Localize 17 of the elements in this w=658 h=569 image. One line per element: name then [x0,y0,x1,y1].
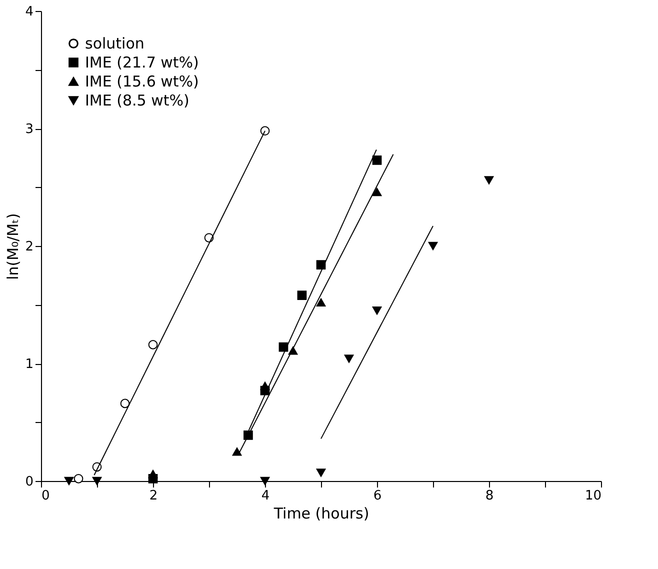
y-tick-label: 4 [25,4,34,20]
x-tick-label: 10 [584,488,602,504]
x-tick-label: 6 [373,488,382,504]
x-tick-label: 0 [42,488,50,504]
y-tick-label: 2 [25,240,34,254]
x-tick-label: 8 [485,488,494,504]
x-axis-title: Time (hours) [272,504,370,522]
legend-label: solution [85,34,144,52]
x-tick-label: 2 [149,488,158,504]
legend-label: IME (15.6 wt%) [85,72,199,90]
y-tick-label: 1 [25,357,34,372]
y-axis-title: ln(M₀/Mₜ) [4,213,22,280]
legend-label: IME (8.5 wt%) [85,92,190,110]
y-tick-label: 3 [25,122,34,137]
x-tick-label: 4 [261,488,270,504]
legend-label: IME (21.7 wt%) [85,54,199,72]
y-tick-label: 0 [25,474,34,490]
